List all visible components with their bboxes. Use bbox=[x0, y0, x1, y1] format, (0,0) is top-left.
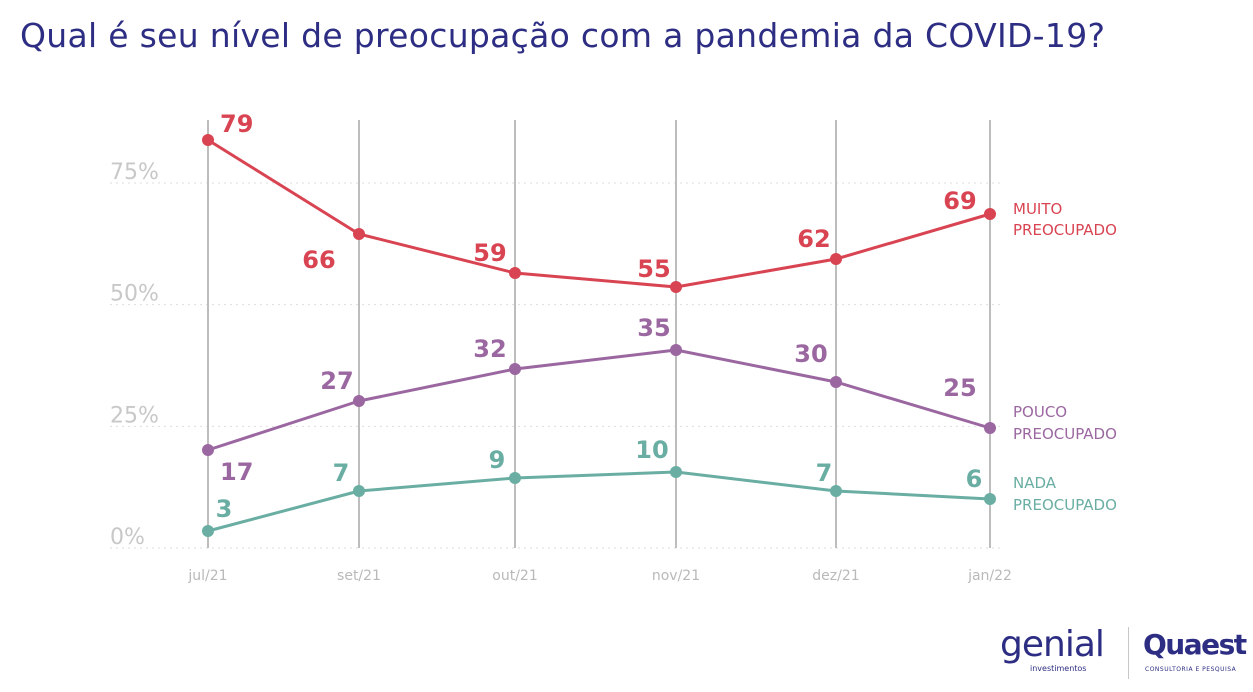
data-label: 7 bbox=[333, 459, 350, 487]
data-label: 9 bbox=[489, 446, 506, 474]
series-line bbox=[207, 348, 991, 452]
data-label: 25 bbox=[943, 374, 976, 402]
data-label: 3 bbox=[216, 495, 233, 523]
data-point bbox=[830, 485, 842, 497]
series-line bbox=[207, 470, 991, 533]
data-label: 35 bbox=[637, 314, 670, 342]
data-label: 17 bbox=[220, 458, 253, 486]
quaest-logo: Quaest CONSULTORIA E PESQUISA bbox=[1143, 624, 1247, 682]
data-point bbox=[670, 466, 682, 478]
line-chart: 0% 25% 50% 75% jul/21 set/21 out/21 nov/21 dez/2… bbox=[110, 110, 1117, 584]
data-point bbox=[984, 208, 996, 220]
data-label: 59 bbox=[473, 239, 506, 267]
data-label: 32 bbox=[473, 335, 506, 363]
series-name-label: POUCO bbox=[1013, 403, 1067, 421]
chart-title: Qual é seu nível de preocupação com a pa… bbox=[20, 16, 1106, 55]
series-name-label: PREOCUPADO bbox=[1013, 425, 1117, 443]
genial-logo: genial investimentos bbox=[1000, 624, 1120, 682]
logos: genial investimentos Quaest CONSULTORIA … bbox=[1000, 622, 1247, 684]
data-point bbox=[509, 267, 521, 279]
series-name-label: PREOCUPADO bbox=[1013, 496, 1117, 514]
quaest-logo-text: Quaest bbox=[1143, 628, 1247, 661]
series-name-label: NADA bbox=[1013, 474, 1057, 492]
series-name-label: MUITO bbox=[1013, 200, 1062, 218]
y-tick-label: 0% bbox=[110, 525, 145, 550]
data-label: 55 bbox=[637, 255, 670, 283]
logo-divider bbox=[1128, 627, 1129, 679]
data-label: 30 bbox=[794, 340, 827, 368]
data-label: 79 bbox=[220, 110, 253, 138]
data-point bbox=[830, 376, 842, 388]
data-label: 66 bbox=[302, 246, 335, 274]
y-tick-label: 25% bbox=[110, 403, 159, 428]
data-point bbox=[202, 525, 214, 537]
data-label: 6 bbox=[966, 465, 983, 493]
x-tick-label: dez/21 bbox=[812, 568, 859, 584]
data-point bbox=[984, 422, 996, 434]
data-point bbox=[670, 344, 682, 356]
data-point bbox=[353, 485, 365, 497]
y-tick-label: 75% bbox=[110, 160, 159, 185]
data-point bbox=[830, 253, 842, 265]
x-tick-label: jan/22 bbox=[967, 568, 1012, 584]
data-label: 10 bbox=[635, 436, 668, 464]
data-point bbox=[353, 395, 365, 407]
data-point bbox=[202, 444, 214, 456]
x-tick-label: set/21 bbox=[337, 568, 381, 584]
data-label: 27 bbox=[320, 367, 353, 395]
data-point bbox=[202, 134, 214, 146]
x-tick-label: out/21 bbox=[492, 568, 537, 584]
data-label: 69 bbox=[943, 187, 976, 215]
genial-logo-subtitle: investimentos bbox=[1030, 664, 1087, 673]
data-label: 62 bbox=[797, 225, 830, 253]
genial-logo-text: genial bbox=[1000, 624, 1105, 665]
y-tick-label: 50% bbox=[110, 282, 159, 307]
data-label: 7 bbox=[816, 459, 833, 487]
quaest-logo-subtitle: CONSULTORIA E PESQUISA bbox=[1145, 666, 1237, 673]
data-point bbox=[509, 363, 521, 375]
data-point bbox=[509, 472, 521, 484]
data-point bbox=[670, 281, 682, 293]
series-line bbox=[207, 138, 991, 289]
data-point bbox=[353, 228, 365, 240]
data-point bbox=[984, 493, 996, 505]
x-tick-label: jul/21 bbox=[187, 568, 227, 584]
series-name-label: PREOCUPADO bbox=[1013, 221, 1117, 239]
x-tick-label: nov/21 bbox=[652, 568, 700, 584]
